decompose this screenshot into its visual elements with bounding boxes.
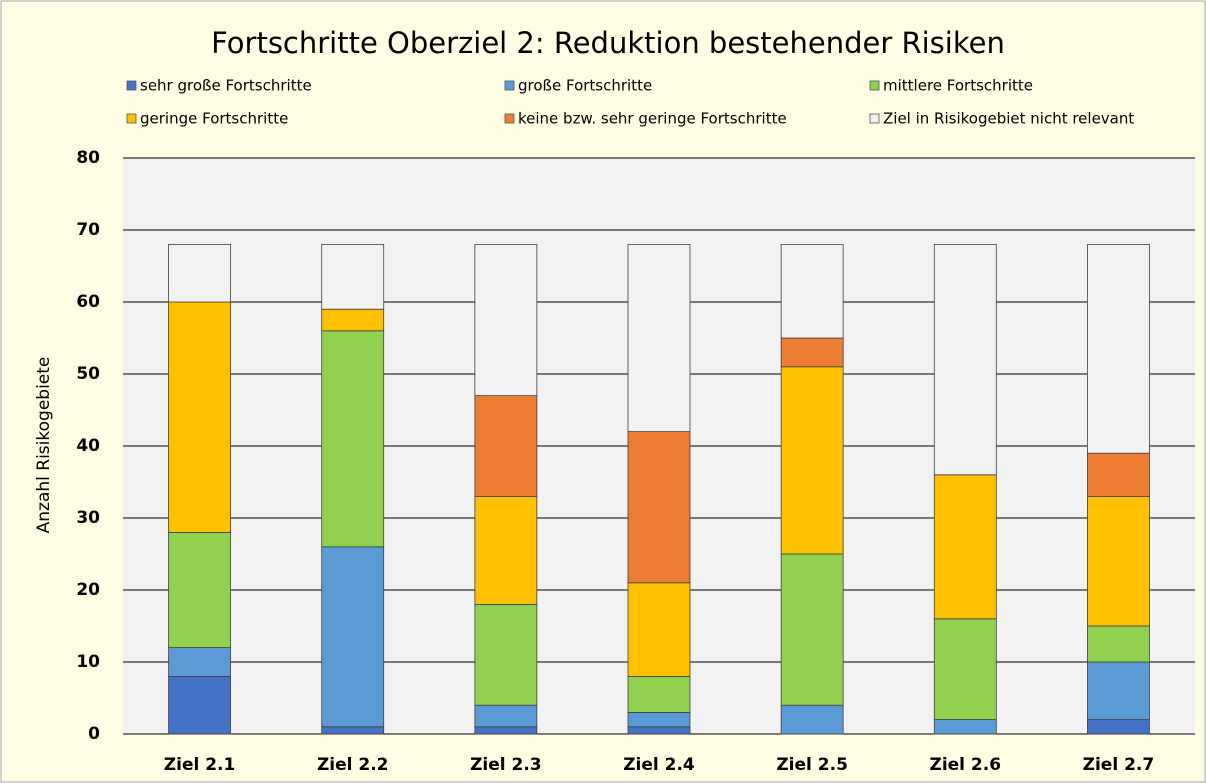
y-tick-label: 20: [76, 580, 100, 600]
legend-swatch: [504, 113, 515, 124]
bar-segment: [627, 676, 691, 713]
bar-segment: [1087, 719, 1150, 735]
bar-segment: [321, 546, 385, 728]
x-tick-label: Ziel 2.4: [623, 755, 695, 775]
bar-segment: [168, 301, 231, 533]
y-tick-label: 40: [76, 436, 100, 456]
bar-segment: [474, 604, 538, 706]
bar-segment: [933, 474, 997, 620]
legend-label: Ziel in Risikogebiet nicht relevant: [883, 110, 1134, 128]
bar-segment: [321, 726, 385, 735]
legend-label: geringe Fortschritte: [140, 110, 288, 128]
bar-segment: [1087, 243, 1150, 454]
bar-segment: [780, 704, 844, 735]
bar-segment: [627, 726, 691, 735]
x-tick-label: Ziel 2.5: [776, 755, 848, 775]
bar-segment: [627, 243, 691, 432]
x-tick-label: Ziel 2.6: [930, 755, 1002, 775]
bar-segment: [474, 243, 538, 396]
chart-title: Fortschritte Oberziel 2: Reduktion beste…: [211, 26, 1005, 60]
bar-segment: [780, 366, 844, 555]
legend-label: sehr große Fortschritte: [140, 77, 312, 95]
x-tick-label: Ziel 2.1: [164, 755, 236, 775]
y-tick-label: 80: [76, 148, 100, 168]
bar-segment: [474, 726, 538, 735]
bar-segment: [168, 647, 231, 677]
bar-segment: [1087, 452, 1150, 497]
bar-segment: [627, 431, 691, 584]
bar-segment: [321, 330, 385, 548]
y-tick-label: 10: [76, 652, 100, 672]
bar-segment: [474, 495, 538, 605]
legend-swatch: [869, 113, 880, 124]
bar-segment: [1087, 625, 1150, 663]
legend-swatch: [126, 113, 137, 124]
legend-label: mittlere Fortschritte: [883, 77, 1033, 95]
bar-segment: [168, 243, 231, 303]
x-tick-label: Ziel 2.2: [317, 755, 389, 775]
y-tick-label: 0: [88, 724, 100, 744]
bar-segment: [780, 553, 844, 706]
legend-swatch: [869, 80, 880, 91]
bar-segment: [168, 532, 231, 649]
y-tick-label: 30: [76, 508, 100, 528]
bar-segment: [933, 719, 997, 735]
bar-segment: [168, 676, 231, 735]
bar-segment: [1087, 661, 1150, 720]
bar-segment: [780, 243, 844, 339]
bar-segment: [474, 395, 538, 497]
bar-segment: [933, 243, 997, 476]
legend-swatch: [126, 80, 137, 91]
legend-label: keine bzw. sehr geringe Fortschritte: [518, 110, 787, 128]
y-tick-label: 60: [76, 292, 100, 312]
y-axis-label: Anzahl Risikogebiete: [34, 357, 54, 534]
legend-label: große Fortschritte: [518, 77, 652, 95]
x-tick-label: Ziel 2.7: [1083, 755, 1155, 775]
legend-swatch: [504, 80, 515, 91]
y-tick-label: 50: [76, 364, 100, 384]
bar-segment: [780, 337, 844, 368]
y-tick-label: 70: [76, 220, 100, 240]
bar-segment: [1087, 495, 1150, 627]
bar-segment: [933, 618, 997, 720]
bar-segment: [321, 243, 385, 310]
bar-segment: [627, 712, 691, 728]
bar-segment: [474, 704, 538, 728]
x-tick-label: Ziel 2.3: [470, 755, 542, 775]
bar-segment: [321, 308, 385, 332]
bar-segment: [627, 582, 691, 677]
